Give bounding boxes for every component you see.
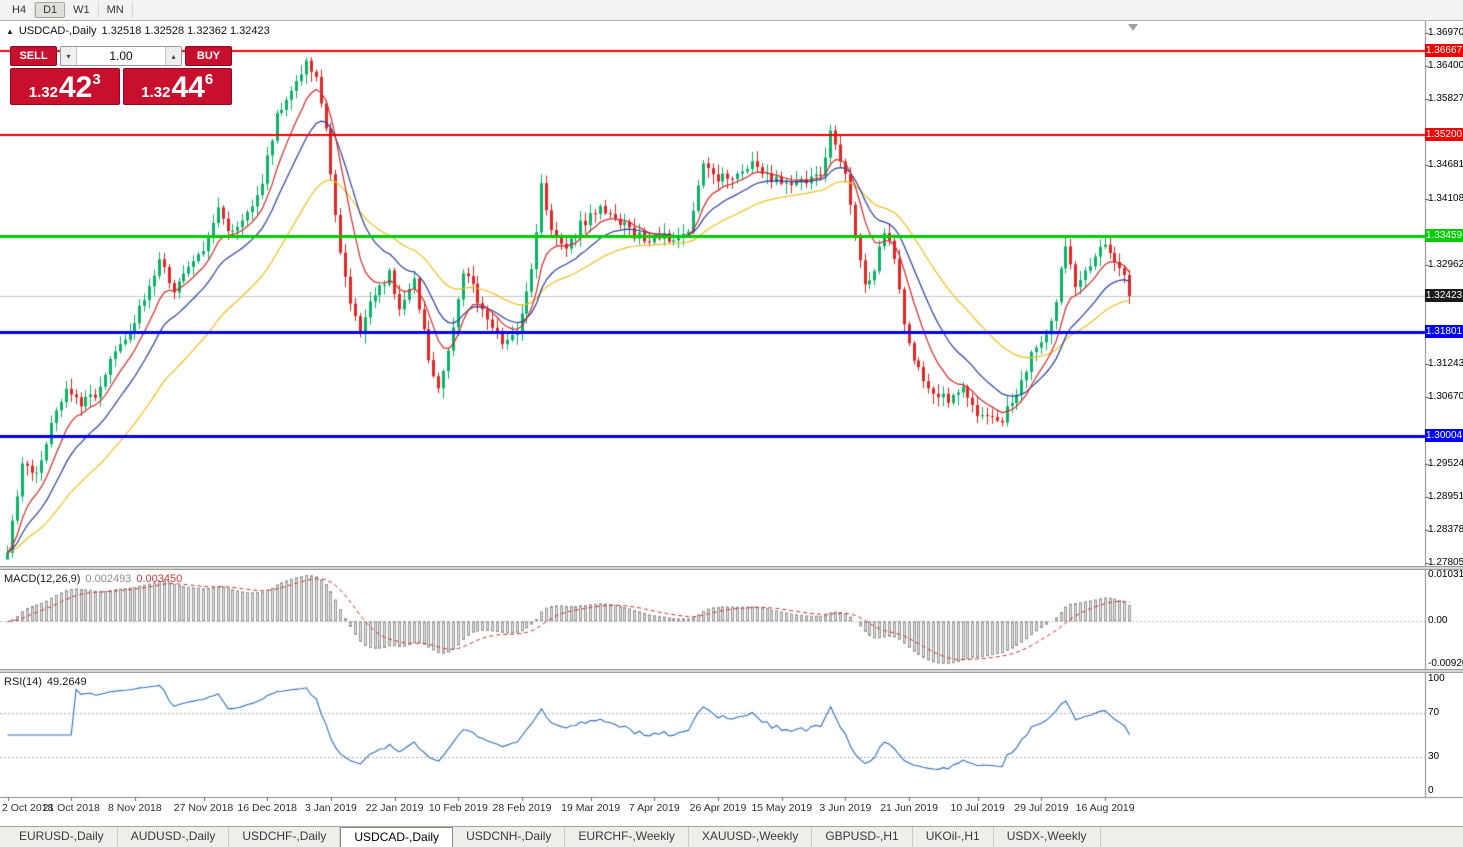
timeframe-button-mn[interactable]: MN bbox=[99, 2, 133, 18]
one-click-collapse-icon[interactable]: ▲ bbox=[6, 26, 14, 36]
time-axis-label: 26 Apr 2019 bbox=[689, 802, 747, 814]
time-axis-label: 22 Jan 2019 bbox=[365, 802, 424, 814]
chart-canvas[interactable] bbox=[0, 21, 1463, 826]
time-axis-label: 3 Jan 2019 bbox=[304, 802, 357, 814]
timeframe-buttons: H4 D1 W1 MN bbox=[4, 2, 133, 18]
macd-axis-min: -0.009203 bbox=[1428, 658, 1463, 669]
macd-axis-zero: 0.00 bbox=[1428, 615, 1448, 627]
chart-tab-usdcnh[interactable]: USDCNH-,Daily bbox=[453, 827, 566, 847]
time-axis-label: 7 Apr 2019 bbox=[628, 802, 680, 814]
chart-tab-audusd[interactable]: AUDUSD-,Daily bbox=[118, 827, 230, 847]
rsi-axis-100: 100 bbox=[1428, 673, 1445, 684]
volume-box: ▾ 1.00 ▴ bbox=[60, 46, 182, 66]
sell-price-big: 42 bbox=[58, 71, 93, 104]
chart-tab-gbpusd[interactable]: GBPUSD-,H1 bbox=[812, 827, 913, 847]
chart-tab-usdchf[interactable]: USDCHF-,Daily bbox=[229, 827, 341, 847]
rsi-panel-splitter[interactable] bbox=[0, 669, 1463, 673]
chart-title-bar: ▲ USDCAD-,Daily 1.32518 1.32528 1.32362 … bbox=[6, 25, 270, 37]
price-tick-label: 1.31243 bbox=[1428, 358, 1463, 370]
time-axis[interactable]: 2 Oct 2018 21 Oct 2018 8 Nov 2018 27 Nov 20… bbox=[0, 800, 1420, 816]
time-axis-label: 28 Feb 2019 bbox=[492, 802, 552, 814]
rsi-value: 49.2649 bbox=[46, 676, 87, 688]
buy-price-sup: 6 bbox=[204, 71, 214, 88]
time-axis-label: 3 Jun 2019 bbox=[819, 802, 872, 814]
top-toolbar: H4 D1 W1 MN bbox=[0, 0, 1463, 21]
time-axis-label: 16 Aug 2019 bbox=[1075, 802, 1135, 814]
chart-tab-usdcad[interactable]: USDCAD-,Daily bbox=[340, 827, 454, 847]
sell-price-sup: 3 bbox=[92, 71, 101, 88]
sell-button[interactable]: SELL bbox=[10, 46, 57, 66]
price-tick-label: 1.28951 bbox=[1428, 490, 1463, 502]
macd-panel-splitter[interactable] bbox=[0, 566, 1463, 570]
price-tick-label: 1.28378 bbox=[1428, 523, 1463, 535]
time-axis-label: 21 Jun 2019 bbox=[880, 802, 938, 814]
chart-tab-bar: EURUSD-,Daily AUDUSD-,Daily USDCHF-,Daily U… bbox=[0, 826, 1463, 847]
timeframe-button-w1[interactable]: W1 bbox=[65, 2, 99, 18]
hline-price-label: 1.31801 bbox=[1425, 324, 1463, 338]
macd-indicator-label: MACD(12,26,9) 0.002493 0.003450 bbox=[4, 573, 182, 585]
one-click-trading-panel: SELL ▾ 1.00 ▴ BUY 1.32 42 3 1.32 44 6 bbox=[10, 46, 232, 105]
time-axis-label: 29 Jul 2019 bbox=[1014, 802, 1069, 814]
time-axis-label: 27 Nov 2018 bbox=[173, 802, 234, 814]
buy-price-big: 44 bbox=[171, 71, 205, 104]
hline-price-label: 1.33459 bbox=[1425, 229, 1463, 243]
time-axis-label: 15 May 2019 bbox=[751, 802, 813, 814]
rsi-axis-70: 70 bbox=[1428, 706, 1440, 718]
buy-price-prefix: 1.32 bbox=[141, 84, 171, 101]
bid-price-label: 1.32423 bbox=[1425, 288, 1463, 302]
time-axis-label: 19 Mar 2019 bbox=[561, 802, 621, 814]
macd-signal-value: 0.003450 bbox=[136, 573, 183, 585]
macd-name: MACD(12,26,9) bbox=[4, 573, 81, 585]
buy-button[interactable]: BUY bbox=[185, 46, 232, 66]
price-tick-label: 1.30670 bbox=[1428, 391, 1463, 403]
timeframe-button-d1[interactable]: D1 bbox=[35, 2, 66, 18]
hline-price-label: 1.36667 bbox=[1425, 43, 1463, 57]
chart-tab-eurchf[interactable]: EURCHF-,Weekly bbox=[565, 827, 689, 847]
volume-increase-button[interactable]: ▴ bbox=[165, 47, 181, 65]
time-axis-label: 8 Nov 2018 bbox=[108, 802, 162, 814]
price-tick-label: 1.34681 bbox=[1428, 159, 1463, 171]
time-axis-label: 16 Dec 2018 bbox=[237, 802, 297, 814]
sell-price-prefix: 1.32 bbox=[28, 84, 58, 101]
time-axis-label: 21 Oct 2018 bbox=[42, 802, 100, 814]
price-tick-label: 1.36970 bbox=[1428, 27, 1463, 38]
timeframe-button-h4[interactable]: H4 bbox=[4, 2, 36, 18]
hline-price-label: 1.30004 bbox=[1425, 428, 1463, 442]
chart-title: USDCAD-,Daily bbox=[18, 25, 97, 37]
price-tick-label: 1.29524 bbox=[1428, 457, 1463, 469]
macd-axis-max: 0.010311 bbox=[1428, 569, 1463, 580]
chart-ohlc-values: 1.32518 1.32528 1.32362 1.32423 bbox=[101, 25, 270, 37]
chart-shift-marker[interactable] bbox=[1128, 24, 1138, 31]
rsi-axis-30: 30 bbox=[1428, 751, 1440, 763]
price-tick-label: 1.34108 bbox=[1428, 192, 1463, 204]
sell-price-button[interactable]: 1.32 42 3 bbox=[10, 68, 120, 105]
volume-decrease-button[interactable]: ▾ bbox=[61, 47, 77, 65]
time-axis-label: 2 Oct 2018 bbox=[2, 802, 54, 814]
chart-tab-ukoil[interactable]: UKOil-,H1 bbox=[913, 827, 994, 847]
price-tick-label: 1.35827 bbox=[1428, 93, 1463, 105]
chart-tab-usdx[interactable]: USDX-,Weekly bbox=[994, 827, 1101, 847]
chart-tab-xauusd[interactable]: XAUUSD-,Weekly bbox=[689, 827, 813, 847]
rsi-indicator-label: RSI(14) 49.2649 bbox=[4, 676, 87, 688]
price-tick-label: 1.27805 bbox=[1428, 557, 1463, 568]
buy-price-button[interactable]: 1.32 44 6 bbox=[122, 68, 232, 105]
chart-tab-eurusd[interactable]: EURUSD-,Daily bbox=[6, 827, 118, 847]
time-axis-label: 10 Feb 2019 bbox=[428, 802, 488, 814]
volume-input[interactable]: 1.00 bbox=[109, 49, 133, 63]
rsi-name: RSI(14) bbox=[4, 676, 42, 688]
price-tick-label: 1.32962 bbox=[1428, 258, 1463, 270]
price-axis[interactable]: 1.36970 1.36400 1.35827 1.34681 1.34108 1.329… bbox=[1425, 0, 1463, 826]
hline-price-label: 1.35200 bbox=[1425, 128, 1463, 142]
macd-main-value: 0.002493 bbox=[85, 573, 132, 585]
rsi-axis-0: 0 bbox=[1428, 785, 1434, 796]
price-tick-label: 1.36400 bbox=[1428, 59, 1463, 71]
time-axis-label: 10 Jul 2019 bbox=[950, 802, 1005, 814]
